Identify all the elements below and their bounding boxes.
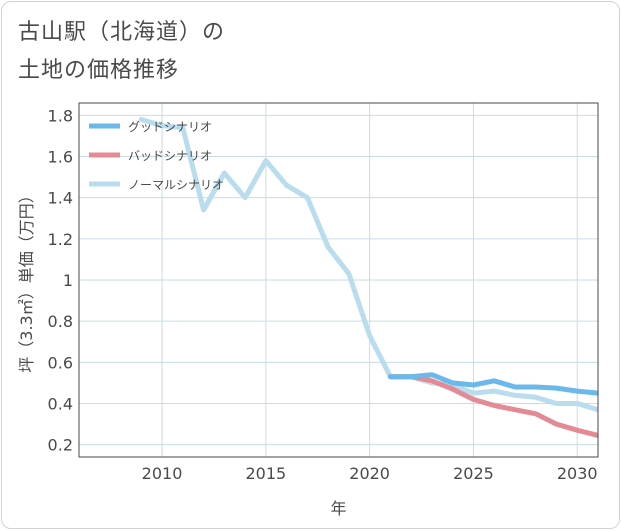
y-axis-label: 坪（3.3㎡）単価（万円） <box>17 187 36 372</box>
y-tick-label: 0.2 <box>48 436 73 455</box>
y-tick-label: 0.4 <box>48 394 73 413</box>
x-tick-label: 2015 <box>245 464 286 483</box>
legend-label: バッドシナリオ <box>128 149 212 163</box>
x-tick-label: 2010 <box>142 464 183 483</box>
x-axis-label: 年 <box>330 499 346 518</box>
y-tick-label: 1.6 <box>48 148 73 167</box>
series-lines <box>138 117 598 438</box>
grid-lines <box>79 103 598 457</box>
x-tick-label: 2025 <box>453 464 494 483</box>
y-tick-label: 1.2 <box>48 230 73 249</box>
series-line-0 <box>138 117 598 413</box>
y-tick-label: 1.8 <box>48 106 73 125</box>
plot-frame <box>78 102 599 458</box>
y-tick-label: 1.4 <box>48 189 73 208</box>
series-line-2 <box>387 372 598 396</box>
y-tick-label: 1 <box>63 271 73 290</box>
y-tick-label: 0.8 <box>48 312 73 331</box>
page-title-line1: 古山駅（北海道）の <box>18 20 226 45</box>
x-tick-label: 2030 <box>557 464 598 483</box>
page-title-line2: 土地の価格推移 <box>18 58 180 83</box>
legend-label: グッドシナリオ <box>128 120 212 134</box>
x-axis-ticks: 2010 2015 2020 2025 2030 <box>142 464 598 483</box>
y-axis-ticks: 0.2 0.4 0.6 0.8 1 1.2 1.4 1.6 1.8 <box>48 106 73 454</box>
x-tick-label: 2020 <box>349 464 390 483</box>
page-title: 古山駅（北海道）の 土地の価格推移 <box>18 14 225 90</box>
series-line-1 <box>387 374 598 438</box>
y-tick-label: 0.6 <box>48 353 73 372</box>
legend-label: ノーマルシナリオ <box>128 178 224 192</box>
